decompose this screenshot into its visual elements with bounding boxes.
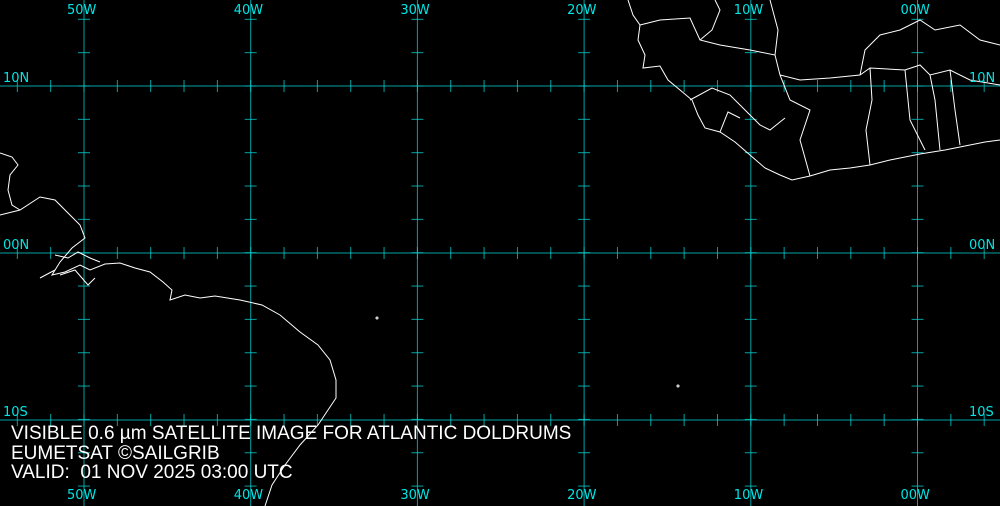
grid-label: 00N	[969, 238, 996, 253]
grid-label: 20W	[567, 3, 597, 18]
south-america-border	[0, 152, 21, 211]
africa-borders	[639, 0, 1000, 177]
island	[676, 384, 680, 388]
grid-label: 30W	[400, 488, 430, 503]
grid-label: 50W	[67, 488, 97, 503]
grid-label: 20W	[567, 488, 597, 503]
grid-label: 10S	[969, 405, 994, 420]
grid-label: 50W	[67, 3, 97, 18]
grid-label: 10N	[3, 71, 30, 86]
grid-label: 00W	[900, 488, 930, 503]
grid-label: 10W	[733, 488, 764, 503]
grid-label: 40W	[233, 488, 264, 503]
grid-label: 10W	[733, 3, 764, 18]
grid-label: 10S	[3, 405, 28, 420]
caption-valid-time: VALID: 01 NOV 2025 03:00 UTC	[11, 462, 293, 483]
image-caption: VISIBLE 0.6 µm SATELLITE IMAGE FOR ATLAN…	[11, 424, 571, 483]
caption-title: VISIBLE 0.6 µm SATELLITE IMAGE FOR ATLAN…	[11, 423, 572, 444]
grid-label: 00W	[900, 3, 930, 18]
amazon-delta	[39, 251, 101, 286]
grid-label: 30W	[400, 3, 430, 18]
island	[375, 316, 379, 320]
africa-coast	[627, 0, 1000, 181]
grid-label: 40W	[233, 3, 264, 18]
grid-label: 00N	[3, 238, 30, 253]
south-america-coast	[0, 196, 337, 506]
caption-source: EUMETSAT ©SAILGRIB	[11, 442, 220, 464]
grid-label: 10N	[969, 71, 996, 86]
